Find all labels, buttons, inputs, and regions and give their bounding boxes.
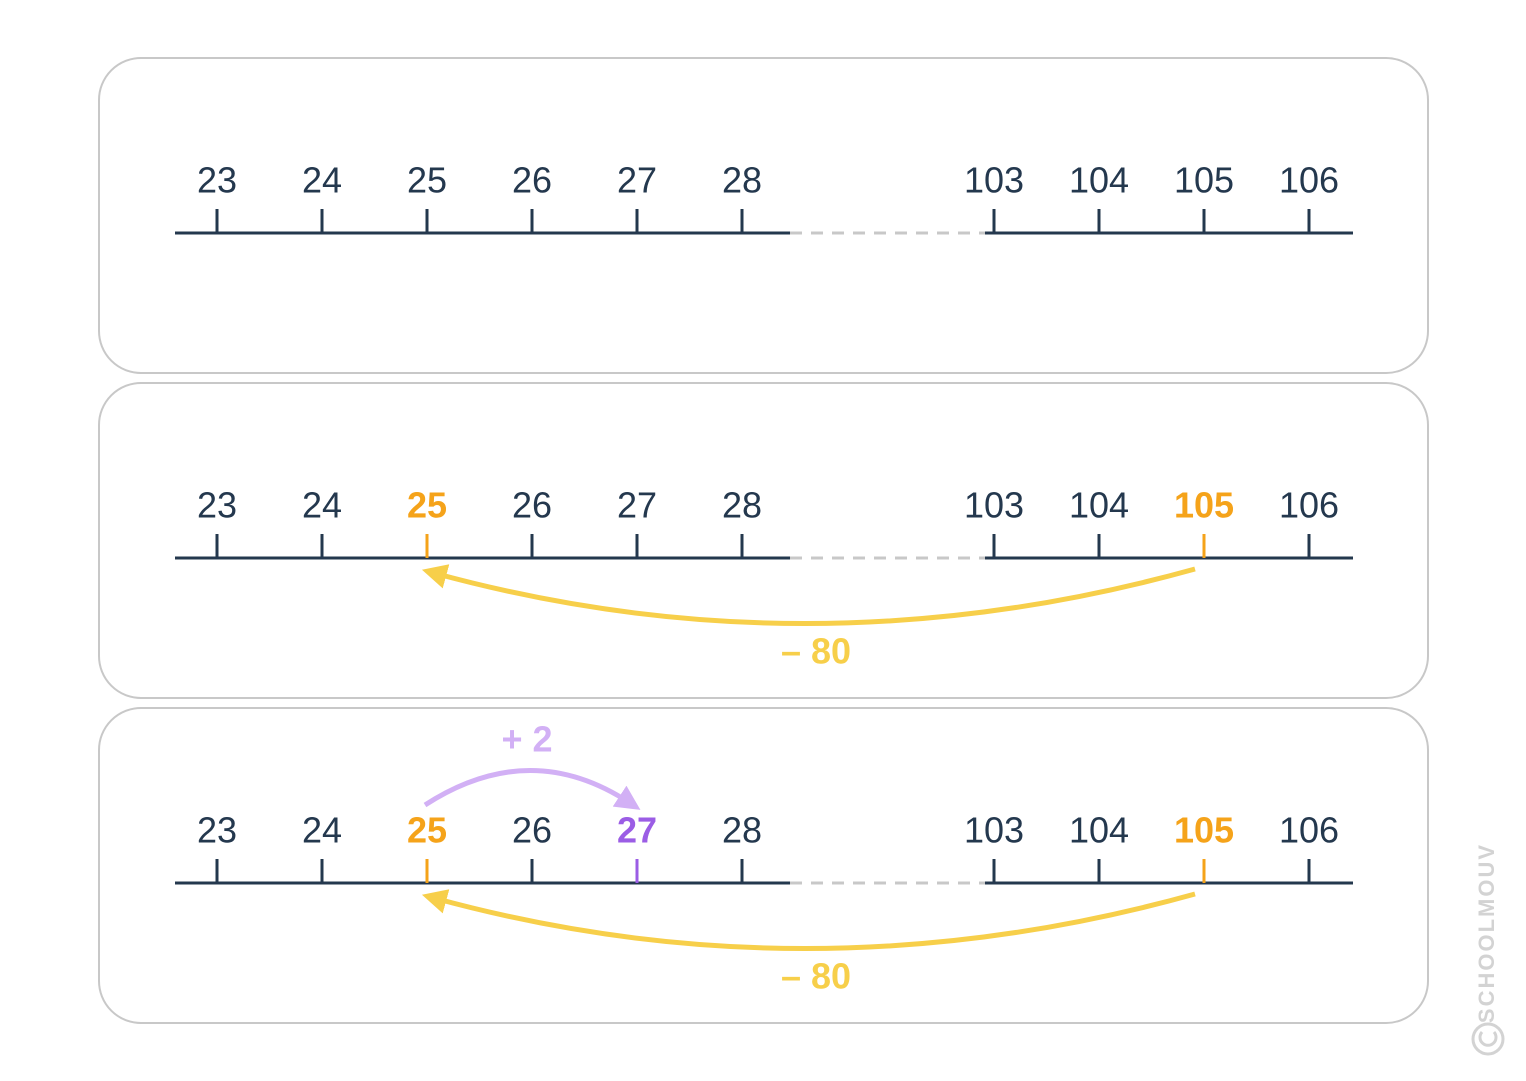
tick-label: 27 — [617, 485, 657, 526]
tick-label: 28 — [722, 485, 762, 526]
tick-label: 23 — [197, 485, 237, 526]
tick-label: 28 — [722, 160, 762, 201]
tick-label: 26 — [512, 160, 552, 201]
tick-label: 103 — [964, 160, 1024, 201]
arrow-label: – 80 — [781, 956, 851, 997]
watermark: SCHOOLMOUV — [1471, 843, 1505, 1056]
tick-label: 103 — [964, 810, 1024, 851]
tick-label: 104 — [1069, 160, 1129, 201]
panel-box — [98, 57, 1429, 374]
tick-label: 105 — [1174, 160, 1234, 201]
tick-label: 106 — [1279, 160, 1339, 201]
tick-label: 27 — [617, 810, 657, 851]
tick-label: 28 — [722, 810, 762, 851]
tick-label: 25 — [407, 160, 447, 201]
arrow — [421, 564, 1196, 626]
tick-label: 104 — [1069, 810, 1129, 851]
arrow — [423, 768, 641, 810]
tick-label: 106 — [1279, 485, 1339, 526]
copyright-icon-c — [1478, 1031, 1498, 1047]
tick-label: 24 — [302, 160, 342, 201]
tick-label: 27 — [617, 160, 657, 201]
tick-label: 104 — [1069, 485, 1129, 526]
tick-label: 23 — [197, 810, 237, 851]
tick-label: 23 — [197, 160, 237, 201]
panel: 23 24 25 26 27 28 103 104 105 106 — [98, 57, 1429, 374]
tick-label: 103 — [964, 485, 1024, 526]
tick-label: 106 — [1279, 810, 1339, 851]
arrow-label: – 80 — [781, 631, 851, 672]
tick-label: 24 — [302, 485, 342, 526]
panel-box — [98, 707, 1429, 1024]
tick-label: 25 — [407, 485, 447, 526]
tick-label: 24 — [302, 810, 342, 851]
tick-label: 105 — [1174, 485, 1234, 526]
copyright-icon — [1471, 1022, 1505, 1056]
tick-label: 26 — [512, 810, 552, 851]
tick-label: 26 — [512, 485, 552, 526]
panel: 23 24 25 26 27 28 103 104 105 106 – 80 + 2 — [98, 707, 1429, 1024]
tick-label: 25 — [407, 810, 447, 851]
watermark-text: SCHOOLMOUV — [1474, 843, 1499, 1023]
panel: 23 24 25 26 27 28 103 104 105 106 – 80 — [98, 382, 1429, 699]
arrow — [421, 889, 1196, 951]
panel-box — [98, 382, 1429, 699]
arrow-label: + 2 — [501, 719, 552, 760]
tick-label: 105 — [1174, 810, 1234, 851]
